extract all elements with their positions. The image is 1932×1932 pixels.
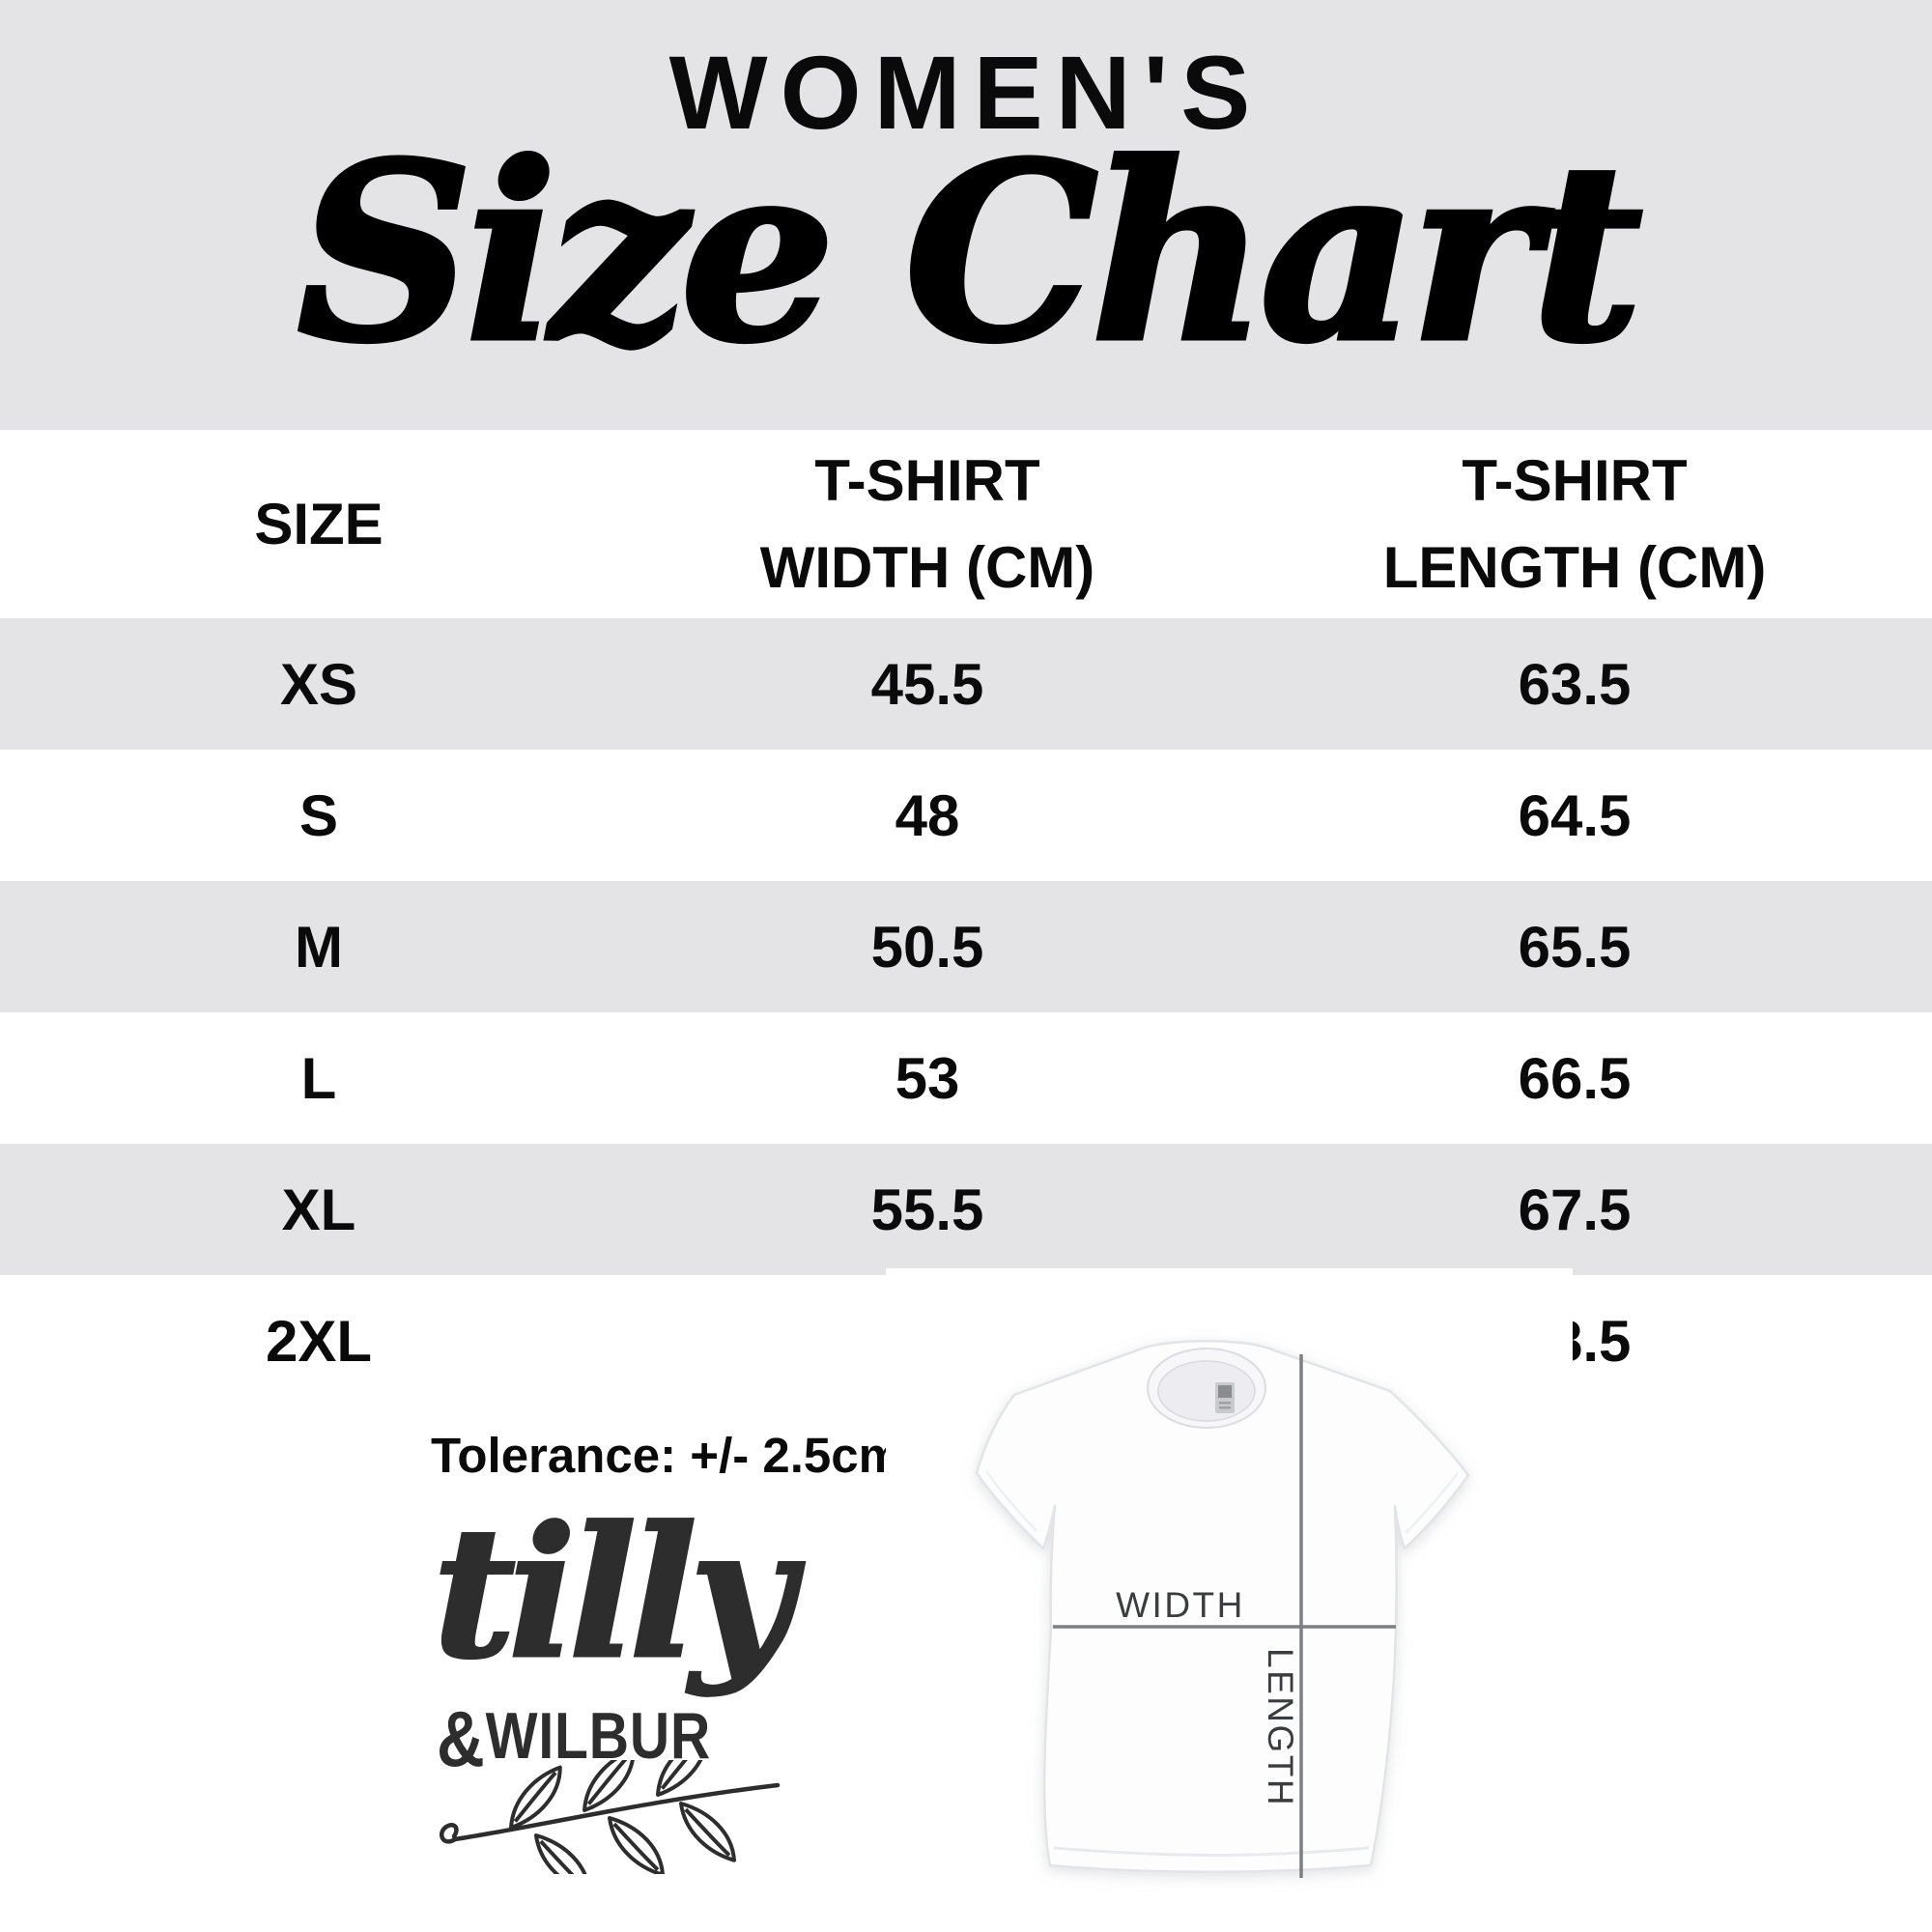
table-row: XL 55.5 67.5 [0, 1144, 1932, 1275]
width-value: 45.5 [870, 651, 984, 717]
table-row: M 50.5 65.5 [0, 881, 1932, 1012]
tolerance-note: Tolerance: +/- 2.5cm [431, 1428, 903, 1483]
brand-name-script: tilly [432, 1487, 796, 1698]
table-header-row: SIZE T-SHIRT WIDTH (CM) T-SHIRT LENGTH (… [0, 430, 1932, 618]
page-kicker: WOMEN'S [668, 34, 1264, 151]
width-value: 53 [895, 1045, 960, 1111]
brand-subname: &WILBUR [437, 1700, 711, 1779]
width-value: 50.5 [870, 914, 984, 980]
width-value: 48 [895, 782, 960, 848]
size-value: 2XL [265, 1308, 373, 1374]
neck-tag [1215, 1382, 1235, 1413]
column-header-width: T-SHIRT WIDTH (CM) [638, 430, 1217, 618]
brand-ampersand: & [437, 1695, 486, 1783]
tshirt-photo: WIDTH LENGTH [886, 1268, 1573, 1932]
size-value: XS [279, 651, 358, 717]
laurel-branch-icon [440, 1732, 787, 1894]
table-row: XS 45.5 63.5 [0, 618, 1932, 750]
width-value: 55.5 [870, 1177, 984, 1242]
length-value: 63.5 [1518, 651, 1632, 717]
page-title: Size Chart [295, 110, 1645, 396]
length-value: 67.5 [1518, 1177, 1632, 1242]
size-value: XL [281, 1177, 356, 1242]
column-header-size-label: SIZE [254, 491, 384, 556]
column-header-size: SIZE [0, 430, 638, 618]
size-table: XS 45.5 63.5 S 48 64.5 M 50.5 65.5 L 53 … [0, 618, 1932, 1406]
width-label: WIDTH [1116, 1585, 1245, 1625]
length-label: LENGTH [1261, 1648, 1300, 1807]
column-header-width-line1: T-SHIRT [814, 447, 1040, 513]
brand-subname-text: WILBUR [485, 1699, 712, 1773]
column-header-length: T-SHIRT LENGTH (CM) [1217, 430, 1932, 618]
tshirt-graphic [975, 1340, 1470, 1873]
column-header-length-line2: LENGTH (CM) [1382, 534, 1767, 600]
column-header-length-line1: T-SHIRT [1462, 447, 1688, 513]
column-header-width-line2: WIDTH (CM) [759, 534, 1095, 600]
size-value: S [298, 782, 339, 848]
size-value: M [295, 914, 343, 980]
length-value: 66.5 [1518, 1045, 1632, 1111]
length-value: 64.5 [1518, 782, 1632, 848]
hero-band: WOMEN'S Size Chart [0, 0, 1932, 430]
length-value: 65.5 [1518, 914, 1632, 980]
table-row: S 48 64.5 [0, 750, 1932, 881]
table-row: L 53 66.5 [0, 1012, 1932, 1144]
size-value: L [300, 1045, 337, 1111]
